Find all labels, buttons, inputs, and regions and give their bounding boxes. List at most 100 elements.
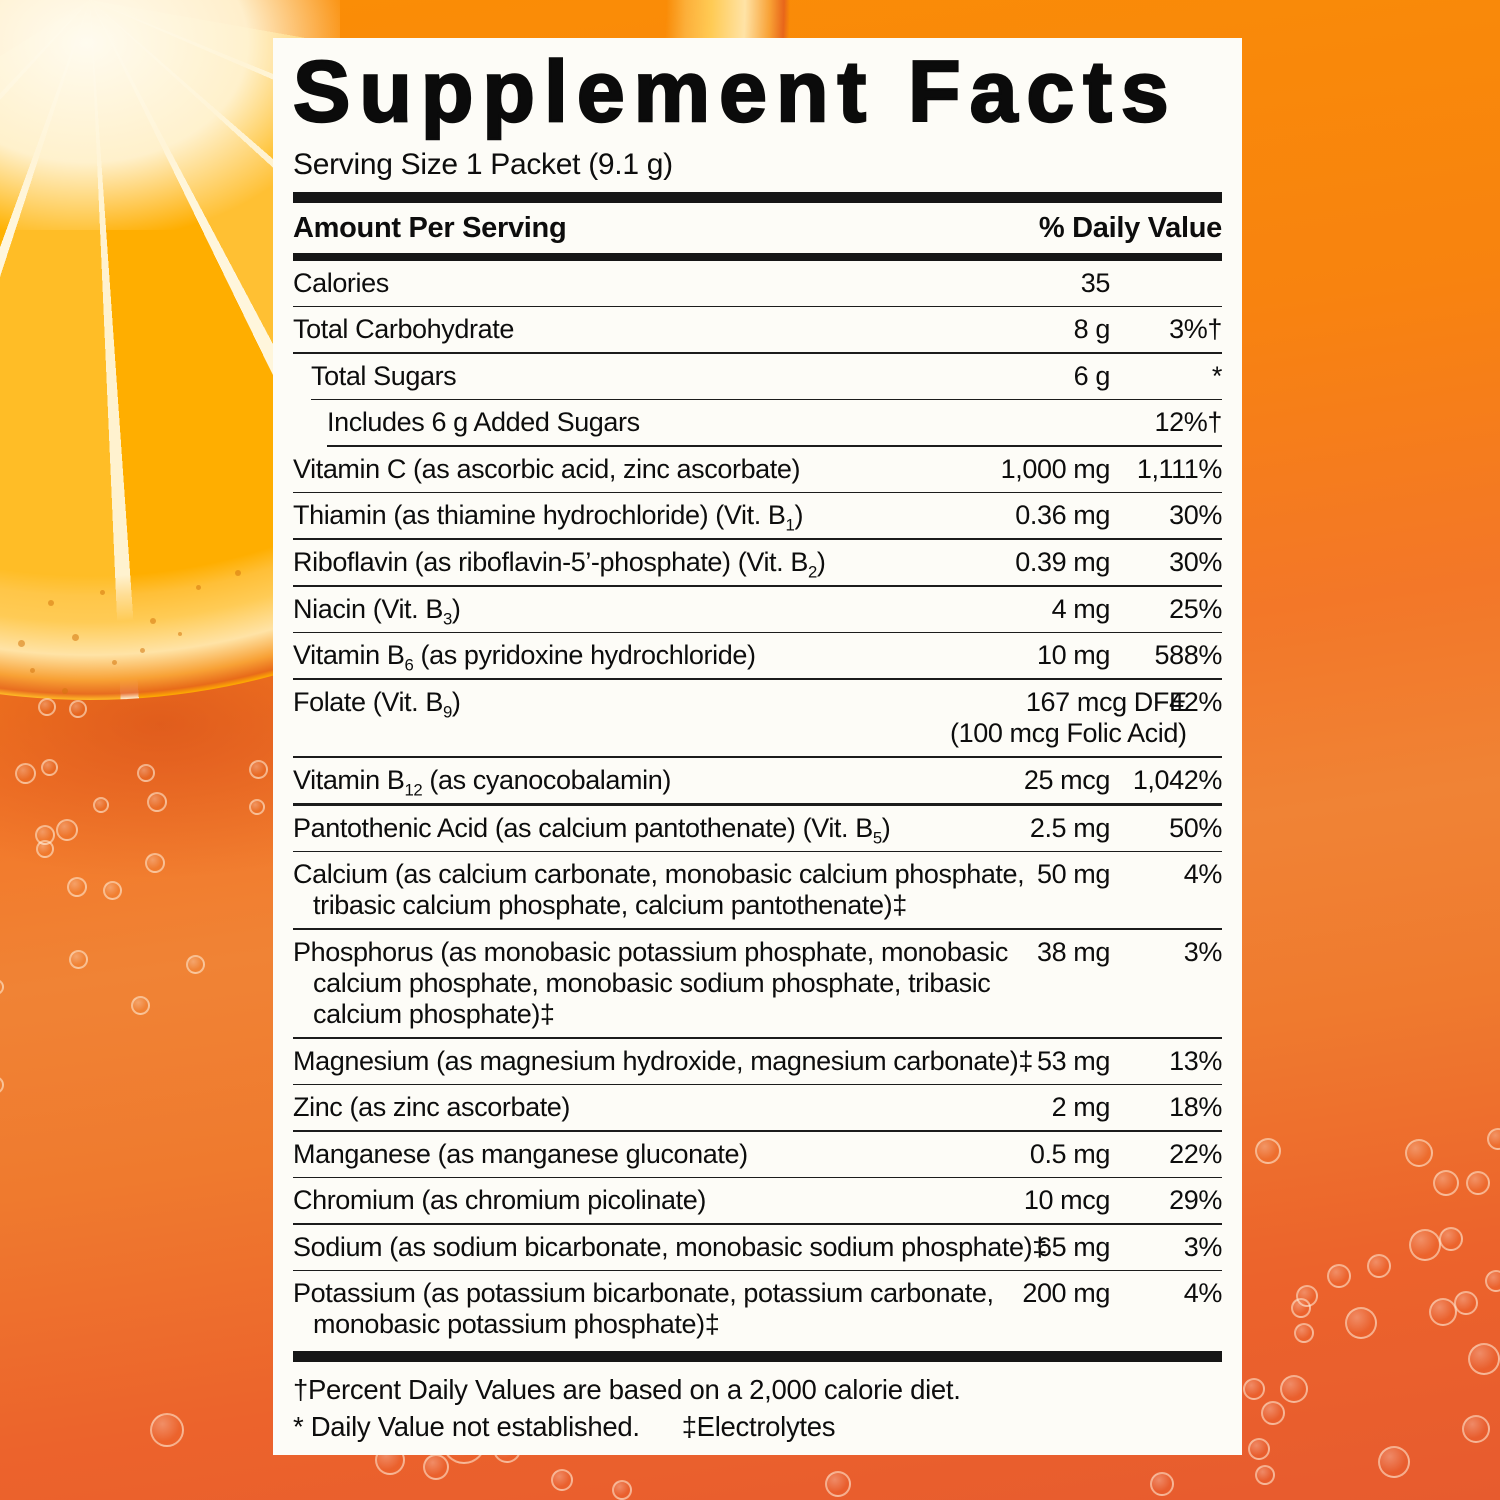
amount-value: 6 g [1073, 360, 1111, 391]
bubble [1454, 1291, 1478, 1315]
supplement-facts-panel: Supplement Facts Serving Size 1 Packet (… [273, 38, 1242, 1455]
row-separator [293, 631, 1222, 634]
bubble [147, 792, 167, 812]
bubble [1243, 1378, 1265, 1400]
amount-value: 0.36 mg [1015, 500, 1110, 531]
row-separator [293, 850, 1222, 853]
amount-value: 1,000 mg [1000, 453, 1111, 484]
bubble [36, 840, 54, 858]
row-separator [293, 928, 1222, 930]
footnote-daily-value: †Percent Daily Values are based on a 2,0… [293, 1374, 961, 1406]
amount-value: 0.39 mg [1015, 546, 1110, 577]
bubble [1255, 1138, 1281, 1164]
table-row: Vitamin B12 (as cyanocobalamin) 25 mcg 1,0… [293, 758, 1222, 803]
table-row: Riboflavin (as riboflavin-5’-phosphate) … [293, 540, 1222, 585]
row-separator [293, 1037, 1222, 1039]
table-header: Amount Per Serving % Daily Value [293, 203, 1222, 253]
amount-value: 50 mg [1036, 859, 1110, 890]
footnote-not-established: * Daily Value not established. [293, 1410, 640, 1442]
nutrient-name: Folate (Vit. B9) [293, 686, 461, 721]
bubble [1487, 1128, 1500, 1150]
nutrient-name: Potassium (as potassium bicarbonate, pot… [293, 1278, 994, 1340]
bubble [67, 877, 87, 897]
rind-dot [140, 648, 145, 653]
row-separator [293, 1130, 1222, 1132]
nutrient-name: Riboflavin (as riboflavin-5’-phosphate) … [293, 546, 826, 582]
footnote-electrolytes: ‡Electrolytes [681, 1410, 836, 1442]
amount-value: 167 mcg DFE (100 mcg Folic Acid) [950, 686, 1187, 748]
amount-value: 4 mg [1051, 593, 1111, 624]
row-separator [293, 491, 1222, 494]
daily-value: 4% [1183, 859, 1223, 890]
bubble [145, 853, 165, 873]
bubble [249, 799, 265, 815]
table-row: Calories 35 [293, 261, 1222, 306]
amount-value: 35 [1080, 267, 1111, 298]
amount-value: 2 mg [1051, 1092, 1111, 1123]
rind-dot [100, 590, 105, 595]
bubble [1466, 1171, 1490, 1195]
amount-value: 8 g [1073, 314, 1111, 345]
bubble [38, 698, 56, 716]
row-separator [293, 1176, 1222, 1179]
table-row: Chromium (as chromium picolinate) 10 mcg 2… [293, 1178, 1222, 1223]
amount-value: 0.5 mg [1029, 1138, 1111, 1169]
serving-size-text: Serving Size 1 Packet (9.1 g) [293, 147, 673, 181]
nutrient-name: Chromium (as chromium picolinate) [293, 1185, 706, 1216]
table-row: Phosphorus (as monobasic potassium phosp… [293, 930, 1222, 1037]
daily-value: 13% [1169, 1045, 1222, 1076]
amount-per-serving-header: Amount Per Serving [293, 211, 567, 244]
daily-value-header: % Daily Value [1038, 211, 1222, 244]
daily-value: 1,042% [1132, 765, 1223, 796]
daily-value: 30% [1169, 500, 1222, 531]
nutrient-name: Includes 6 g Added Sugars [327, 407, 640, 438]
nutrient-name: Niacin (Vit. B3) [293, 593, 461, 628]
nutrient-name: Thiamin (as thiamine hydrochloride) (Vit… [293, 500, 804, 535]
daily-value: 588% [1154, 640, 1223, 671]
nutrient-name: Manganese (as manganese gluconate) [293, 1138, 748, 1169]
nutrient-name: Total Carbohydrate [293, 314, 514, 345]
table-row: Zinc (as zinc ascorbate) 2 mg 18% [293, 1085, 1222, 1130]
bubble [14, 762, 36, 784]
rind-dot [235, 570, 241, 576]
nutrient-name: Sodium (as sodium bicarbonate, monobasic… [293, 1231, 1047, 1262]
amount-value: 38 mg [1036, 936, 1110, 967]
rind-dot [150, 618, 156, 624]
bubble [1378, 1446, 1410, 1478]
amount-value: 200 mg [1022, 1278, 1110, 1309]
bubble [1405, 1139, 1433, 1167]
bubble [1327, 1264, 1351, 1288]
table-row: Magnesium (as magnesium hydroxide, magne… [293, 1039, 1222, 1084]
table-row: Potassium (as potassium bicarbonate, pot… [293, 1271, 1222, 1347]
bubble [1255, 1465, 1275, 1485]
daily-value: 29% [1169, 1185, 1222, 1216]
rind-dot [62, 688, 68, 694]
nutrient-name: Magnesium (as magnesium hydroxide, magne… [293, 1045, 1033, 1076]
daily-value: 3%† [1169, 314, 1222, 345]
bubble [551, 1469, 573, 1491]
daily-value: 3% [1183, 936, 1223, 967]
bubble [825, 1471, 851, 1497]
table-row: Total Carbohydrate 8 g 3%† [293, 307, 1222, 352]
bubble [93, 797, 109, 813]
rind-dot [18, 640, 25, 647]
bubble [1409, 1229, 1441, 1261]
row-separator [293, 352, 1222, 354]
bubble [68, 949, 88, 969]
nutrient-name: Pantothenic Acid (as calcium pantothenat… [293, 812, 891, 848]
bubble [423, 1454, 449, 1480]
rind-dot [178, 632, 182, 636]
daily-value: 42% [1169, 686, 1222, 717]
amount-value: 10 mcg [1023, 1185, 1111, 1216]
bubble [1433, 1170, 1459, 1196]
bubble [40, 758, 58, 776]
rind-dot [30, 668, 35, 673]
nutrient-name: Vitamin B12 (as cyanocobalamin) [293, 765, 671, 800]
daily-value: 1,111% [1136, 453, 1223, 484]
daily-value: 25% [1169, 593, 1222, 624]
table-row: Folate (Vit. B9) 167 mcg DFE (100 mcg Foli… [293, 680, 1222, 756]
table-row: Manganese (as manganese gluconate) 0.5 mg… [293, 1132, 1222, 1177]
table-row: Calcium (as calcium carbonate, monobasic… [293, 852, 1222, 928]
table-row: Vitamin C (as ascorbic acid, zinc ascorb… [293, 447, 1222, 492]
bubble [1261, 1401, 1285, 1425]
